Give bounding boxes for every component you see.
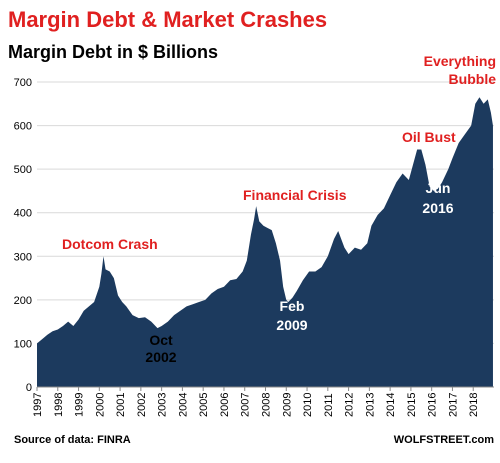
chart-subtitle: Margin Debt in $ Billions [8,42,218,62]
annotation-2009: 2009 [276,317,307,333]
x-tick-label: 2000 [94,393,106,417]
y-tick-label: 300 [14,251,32,263]
x-tick-label: 2003 [157,393,169,417]
chart-title: Margin Debt & Market Crashes [8,7,327,32]
x-axis: 1997 1998 1999 2000 2001 2002 2003 2004 2005 2006… [32,386,494,417]
annotation-bubble: Bubble [449,71,497,87]
plot-area [37,97,493,387]
annotation-oil-bust: Oil Bust [402,129,456,145]
x-tick-label: 2006 [219,393,231,417]
x-tick-label: 2001 [115,393,127,417]
y-tick-label: 0 [26,382,32,394]
x-tick-label: 1999 [74,393,86,417]
x-tick-label: 2010 [302,393,314,417]
x-tick-label: 2014 [385,393,397,417]
y-tick-label: 600 [14,121,32,133]
x-tick-label: 2017 [447,393,459,417]
x-tick-label: 2007 [240,393,252,417]
x-tick-label: 2013 [364,393,376,417]
x-tick-label: 2011 [323,393,335,417]
annotation-2016: 2016 [422,200,453,216]
x-tick-label: 2018 [468,393,480,417]
x-tick-label: 1997 [32,393,44,417]
y-tick-label: 700 [14,77,32,89]
x-tick-label: 2009 [281,393,293,417]
margin-debt-area [37,97,493,387]
x-tick-label: 2015 [406,393,418,417]
x-tick-label: 2012 [344,393,356,417]
annotation-2002: 2002 [145,349,176,365]
x-tick-label: 2016 [427,393,439,417]
y-tick-label: 500 [14,164,32,176]
y-tick-label: 200 [14,295,32,307]
annotation-everything: Everything [424,53,496,69]
annotation-dotcom: Dotcom Crash [62,236,158,252]
y-axis: 0 100 200 300 400 500 600 700 [14,77,32,394]
annotation-financial-crisis: Financial Crisis [243,187,347,203]
x-tick-label: 2008 [261,393,273,417]
y-tick-label: 100 [14,338,32,350]
x-tick-label: 1998 [53,393,65,417]
y-tick-label: 400 [14,208,32,220]
annotation-oct: Oct [149,332,173,348]
x-tick-label: 2004 [177,393,189,417]
source-note: Source of data: FINRA [14,434,131,446]
x-tick-label: 2005 [198,393,210,417]
annotation-jun: Jun [426,180,451,196]
annotation-feb: Feb [280,298,305,314]
x-tick-label: 2002 [136,393,148,417]
brand-label: WOLFSTREET.com [394,434,494,446]
